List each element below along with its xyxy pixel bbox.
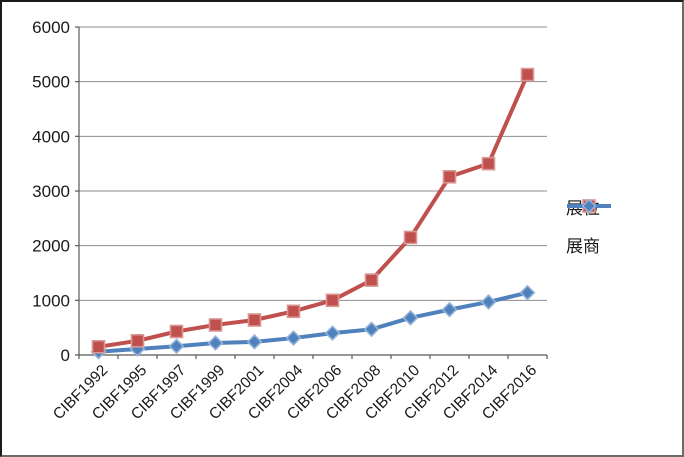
data-point-diamond-marker — [519, 284, 536, 301]
data-point-diamond-marker — [246, 333, 263, 350]
data-point-square-marker — [403, 230, 418, 245]
data-point-square-marker — [130, 333, 145, 348]
data-point-square-marker — [520, 67, 535, 82]
data-point-diamond-marker — [441, 301, 458, 318]
y-axis-label: 1000 — [32, 291, 70, 310]
data-point-square-marker — [247, 313, 262, 327]
legend-label-exhibitors: 展商 — [566, 237, 600, 256]
data-point-square-marker — [169, 324, 184, 339]
data-point-diamond-marker — [324, 325, 341, 342]
legend-item-exhibitors: 展商 — [566, 198, 611, 257]
y-axis-label: 5000 — [32, 73, 70, 92]
data-point-diamond-marker — [363, 321, 380, 338]
y-axis-label: 0 — [61, 346, 70, 365]
data-point-square-marker — [325, 293, 340, 308]
data-point-square-marker — [364, 273, 379, 287]
y-axis-label: 2000 — [32, 237, 70, 256]
data-point-square-marker — [208, 318, 223, 332]
data-point-diamond-marker — [285, 330, 302, 346]
y-axis-label: 6000 — [32, 18, 70, 37]
data-point-square-marker — [442, 169, 457, 184]
data-point-diamond-marker — [480, 294, 497, 310]
legend: 展位 展商 — [566, 198, 611, 257]
data-point-square-marker — [91, 339, 106, 354]
series-line-exhibitors — [96, 290, 530, 354]
legend-diamond-marker-icon — [567, 198, 611, 214]
y-axis-label: 3000 — [32, 182, 70, 201]
data-point-diamond-marker — [402, 309, 419, 326]
data-point-square-marker — [481, 156, 496, 171]
data-point-diamond-marker — [168, 338, 185, 355]
data-point-square-marker — [286, 304, 301, 319]
data-point-diamond-marker — [207, 335, 224, 351]
y-axis-label: 4000 — [32, 127, 70, 146]
